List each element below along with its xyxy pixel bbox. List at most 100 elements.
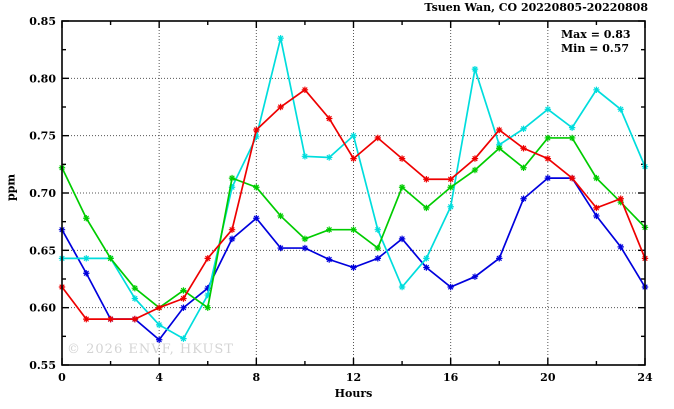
data-point-blue xyxy=(350,264,357,271)
data-point-green xyxy=(107,255,114,262)
data-point-red xyxy=(350,155,357,162)
y-tick-label: 0.80 xyxy=(29,72,56,85)
x-tick-label: 8 xyxy=(253,371,261,384)
data-point-blue xyxy=(326,256,333,263)
data-point-blue xyxy=(423,264,430,271)
data-point-cyan xyxy=(301,153,309,160)
data-point-cyan xyxy=(350,132,357,139)
data-point-cyan xyxy=(447,203,454,210)
data-point-red xyxy=(471,155,479,162)
data-point-green xyxy=(520,164,527,171)
data-point-red xyxy=(228,226,236,233)
x-axis-label: Hours xyxy=(334,387,373,400)
series-blue xyxy=(58,174,649,343)
data-point-green xyxy=(277,212,284,220)
data-point-red xyxy=(301,86,309,93)
data-point-green xyxy=(83,215,90,222)
data-point-blue xyxy=(544,174,552,182)
data-point-cyan xyxy=(423,255,430,262)
data-point-red xyxy=(544,155,552,162)
data-point-cyan xyxy=(568,124,576,131)
data-point-red xyxy=(423,176,430,183)
y-tick-label: 0.75 xyxy=(29,130,56,143)
x-tick-label: 12 xyxy=(346,371,361,384)
data-point-red xyxy=(107,315,114,323)
data-point-blue xyxy=(277,244,284,252)
data-point-green xyxy=(568,134,576,142)
data-point-cyan xyxy=(617,106,624,113)
data-point-cyan xyxy=(228,184,236,191)
x-tick-label: 16 xyxy=(443,371,459,384)
x-tick-label: 0 xyxy=(58,371,66,384)
data-point-blue xyxy=(253,215,260,222)
data-point-green xyxy=(326,226,333,233)
data-point-cyan xyxy=(180,335,187,342)
data-point-green xyxy=(423,204,430,212)
data-point-blue xyxy=(520,195,527,202)
data-point-cyan xyxy=(520,125,527,132)
legend-box: Max = 0.83 Min = 0.57 xyxy=(561,28,631,56)
data-point-cyan xyxy=(277,35,284,42)
data-point-cyan xyxy=(471,65,479,73)
data-point-red xyxy=(83,315,90,323)
data-point-blue xyxy=(617,243,624,251)
data-point-green xyxy=(180,287,187,294)
data-point-red xyxy=(155,304,163,311)
legend-max-label: Max = 0.83 xyxy=(561,28,631,41)
data-point-red xyxy=(374,134,381,142)
data-point-cyan xyxy=(131,295,139,302)
data-point-blue xyxy=(496,255,503,262)
data-point-red xyxy=(447,176,454,183)
data-point-green xyxy=(204,304,211,311)
data-point-red xyxy=(520,145,527,152)
x-tick-label: 24 xyxy=(637,371,653,384)
data-point-green xyxy=(228,174,236,182)
data-point-cyan xyxy=(374,226,381,233)
data-point-red xyxy=(204,255,211,262)
data-point-blue xyxy=(204,284,211,292)
data-point-green xyxy=(350,226,357,233)
data-point-green xyxy=(447,184,454,191)
data-point-red xyxy=(180,295,187,302)
y-tick-label: 0.70 xyxy=(29,187,56,200)
data-point-blue xyxy=(180,304,187,311)
data-point-green xyxy=(374,244,381,252)
data-point-cyan xyxy=(496,141,503,149)
data-point-red xyxy=(398,155,406,162)
data-point-green xyxy=(398,184,406,191)
y-tick-label: 0.65 xyxy=(29,244,56,257)
x-tick-label: 4 xyxy=(155,371,163,384)
data-point-green xyxy=(131,284,139,292)
data-point-cyan xyxy=(204,291,211,299)
data-point-blue xyxy=(447,283,454,291)
data-point-blue xyxy=(228,235,236,243)
data-point-green xyxy=(496,145,503,152)
data-point-blue xyxy=(593,212,600,220)
data-point-red xyxy=(131,315,139,323)
data-point-cyan xyxy=(83,255,90,262)
data-point-red xyxy=(253,126,260,134)
data-point-blue xyxy=(301,244,309,252)
data-point-blue xyxy=(471,273,479,280)
data-point-green xyxy=(301,235,309,243)
data-point-blue xyxy=(398,235,406,243)
data-point-red xyxy=(617,195,624,202)
data-point-red xyxy=(568,174,576,182)
data-point-green xyxy=(544,134,552,142)
y-tick-labels: 0.55 0.60 0.65 0.70 0.75 0.80 0.85 xyxy=(29,15,56,372)
data-point-red xyxy=(593,204,600,212)
data-point-cyan xyxy=(253,133,260,141)
x-tick-label: 20 xyxy=(540,371,556,384)
data-point-green xyxy=(471,166,479,174)
series-cyan xyxy=(58,35,649,342)
data-point-cyan xyxy=(155,321,163,329)
data-point-green xyxy=(253,184,260,191)
legend-min-label: Min = 0.57 xyxy=(561,42,630,55)
x-tick-labels: 0 4 8 12 16 20 24 xyxy=(58,371,653,384)
data-point-blue xyxy=(155,336,163,343)
data-point-red xyxy=(496,126,503,134)
watermark-text: © 2026 ENVF, HKUST xyxy=(67,342,234,357)
data-point-green xyxy=(617,198,624,206)
y-axis-label: ppm xyxy=(4,173,18,202)
